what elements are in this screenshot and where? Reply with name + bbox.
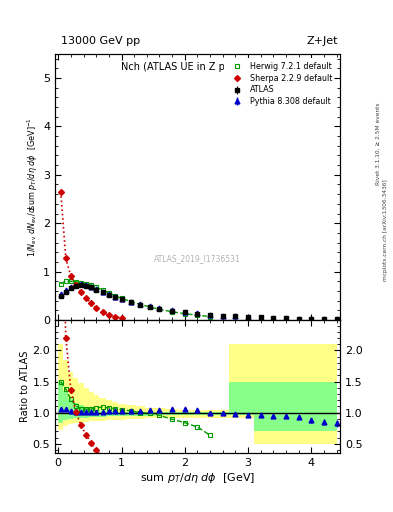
- Sherpa 2.2.9 default: [58, 188, 63, 195]
- Herwig 7.2.1 default: [157, 306, 162, 312]
- Herwig 7.2.1 default: [68, 278, 73, 284]
- Sherpa 2.2.9 default: [89, 300, 94, 306]
- Text: 13000 GeV pp: 13000 GeV pp: [61, 36, 140, 46]
- X-axis label: sum $p_T/d\eta\ d\phi$  [GeV]: sum $p_T/d\eta\ d\phi$ [GeV]: [140, 471, 255, 485]
- Legend: Herwig 7.2.1 default, Sherpa 2.2.9 default, ATLAS, Pythia 8.308 default: Herwig 7.2.1 default, Sherpa 2.2.9 defau…: [224, 58, 336, 110]
- Herwig 7.2.1 default: [100, 287, 105, 293]
- Herwig 7.2.1 default: [58, 281, 63, 287]
- Herwig 7.2.1 default: [94, 284, 99, 290]
- Text: Nch (ATLAS UE in Z production): Nch (ATLAS UE in Z production): [121, 62, 274, 72]
- Herwig 7.2.1 default: [182, 311, 187, 317]
- Sherpa 2.2.9 default: [107, 312, 111, 318]
- Herwig 7.2.1 default: [107, 290, 111, 296]
- Herwig 7.2.1 default: [170, 309, 174, 315]
- Sherpa 2.2.9 default: [79, 289, 83, 295]
- Line: Herwig 7.2.1 default: Herwig 7.2.1 default: [58, 279, 213, 319]
- Herwig 7.2.1 default: [79, 280, 83, 286]
- Text: Z+Jet: Z+Jet: [307, 36, 338, 46]
- Herwig 7.2.1 default: [84, 281, 88, 287]
- Herwig 7.2.1 default: [113, 293, 118, 299]
- Text: ATLAS_2019_I1736531: ATLAS_2019_I1736531: [154, 254, 241, 264]
- Herwig 7.2.1 default: [138, 302, 143, 308]
- Sherpa 2.2.9 default: [113, 314, 118, 320]
- Herwig 7.2.1 default: [63, 278, 68, 284]
- Text: Rivet 3.1.10, ≥ 2.5M events: Rivet 3.1.10, ≥ 2.5M events: [376, 102, 380, 185]
- Herwig 7.2.1 default: [89, 282, 94, 288]
- Sherpa 2.2.9 default: [119, 315, 124, 321]
- Herwig 7.2.1 default: [129, 298, 133, 305]
- Sherpa 2.2.9 default: [63, 255, 68, 261]
- Y-axis label: $1/N_{\rm ev}\ dN_{\rm ev}/d\!{\rm sum}\ p_T/d\eta\ d\phi\ \ [{\rm GeV}]^{-1}$: $1/N_{\rm ev}\ dN_{\rm ev}/d\!{\rm sum}\…: [26, 117, 40, 257]
- Sherpa 2.2.9 default: [100, 309, 105, 315]
- Herwig 7.2.1 default: [195, 312, 200, 318]
- Y-axis label: Ratio to ATLAS: Ratio to ATLAS: [20, 351, 29, 422]
- Sherpa 2.2.9 default: [68, 273, 73, 280]
- Herwig 7.2.1 default: [148, 304, 152, 310]
- Text: mcplots.cern.ch [arXiv:1306.3436]: mcplots.cern.ch [arXiv:1306.3436]: [383, 180, 387, 281]
- Herwig 7.2.1 default: [119, 295, 124, 301]
- Herwig 7.2.1 default: [73, 279, 78, 285]
- Sherpa 2.2.9 default: [73, 282, 78, 288]
- Sherpa 2.2.9 default: [84, 295, 88, 301]
- Sherpa 2.2.9 default: [94, 305, 99, 311]
- Line: Sherpa 2.2.9 default: Sherpa 2.2.9 default: [59, 189, 123, 320]
- Herwig 7.2.1 default: [208, 313, 213, 319]
